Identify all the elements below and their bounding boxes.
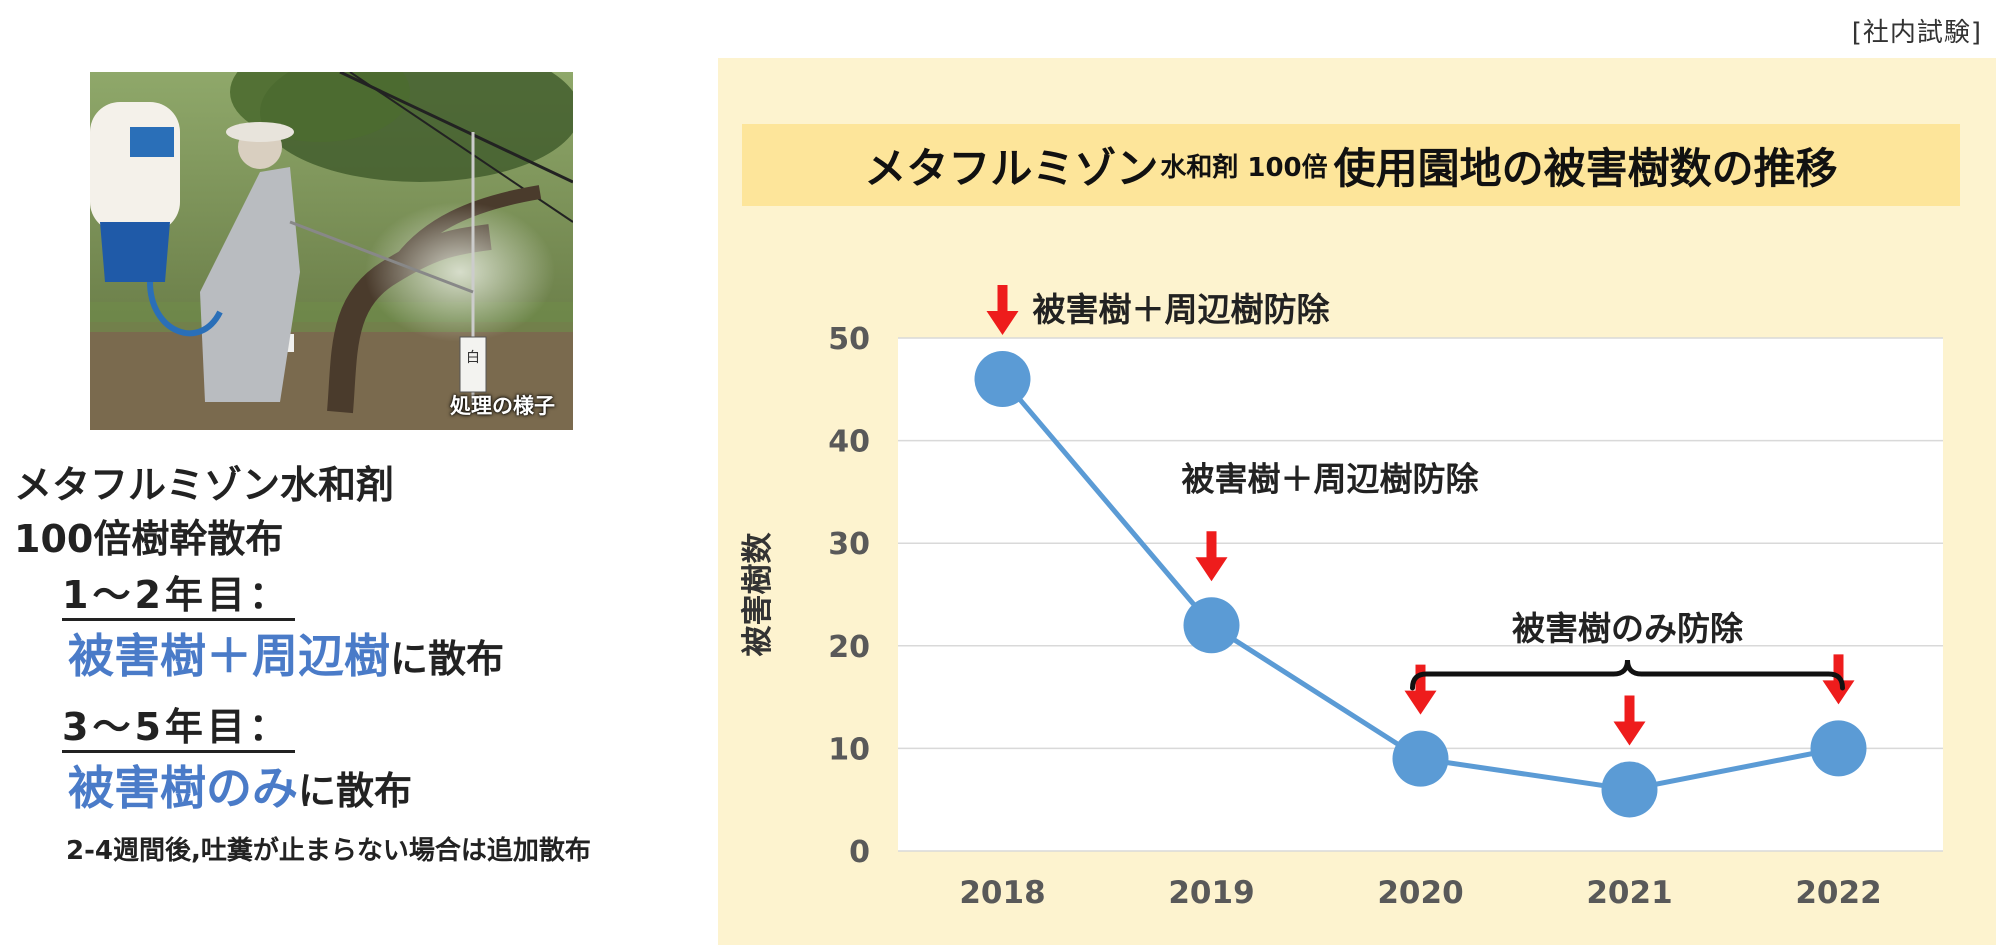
chart-panel: メタフルミゾン 水和剤 100倍 使用園地の被害樹数の推移 0 10 20 30 40 5… (718, 58, 1996, 945)
chart-title-main: メタフルミゾン (864, 143, 1159, 193)
x-tick-label: 2018 (959, 875, 1045, 911)
data-point-2019 (1183, 597, 1240, 654)
data-point-2018 (974, 351, 1031, 408)
treatment-arrow-2020 (1404, 664, 1437, 715)
y-tick-label: 0 (849, 835, 870, 870)
chart-title-rest: 使用園地の被害樹数の推移 (1333, 143, 1838, 193)
data-point-2021 (1601, 761, 1658, 818)
annotation-2018: 被害樹＋周辺樹防除 (1033, 290, 1331, 329)
corner-note: [社内試験] (1851, 18, 1982, 48)
phase-1-label: 1～2年目： (62, 572, 295, 621)
y-axis-label: 被害樹数 (740, 533, 776, 657)
phase-2-highlight: 被害樹のみ (68, 761, 298, 815)
data-point-2022 (1810, 720, 1867, 777)
brace-2020-2022 (1410, 659, 1845, 691)
x-tick-label: 2021 (1586, 875, 1672, 911)
stake-label: 白 (466, 350, 480, 366)
phase-2-label: 3～5年目： (62, 704, 295, 753)
y-tick-label: 30 (828, 527, 870, 562)
photo-caption: 処理の様子 (450, 394, 555, 418)
treatment-photo: 白 処理の様子 (90, 72, 573, 430)
treatment-arrow-2019 (1195, 531, 1228, 582)
phase-2-body: 被害樹のみに散布 (68, 752, 412, 818)
y-tick-label: 40 (828, 425, 870, 460)
orchard-spraying-illustration: 白 (90, 72, 573, 430)
y-tick-label: 20 (828, 630, 870, 665)
additional-spray-note: 2-4週間後,吐糞が止まらない場合は追加散布 (66, 836, 591, 866)
line-chart: 0 10 20 30 40 50 2018 2019 2020 2021 2022 被害樹数 被害樹＋周… (740, 285, 1943, 911)
method-title: メタフルミゾン水和剤 100倍樹幹散布 (14, 458, 394, 566)
phase-1-tail: に散布 (390, 637, 505, 681)
x-tick-label: 2019 (1168, 875, 1254, 911)
phase-2-tail: に散布 (298, 769, 413, 813)
chart-title-sub: 水和剤 100倍 (1160, 152, 1328, 183)
phase-1-highlight: 被害樹＋周辺樹 (68, 629, 390, 683)
phase-1-body: 被害樹＋周辺樹に散布 (68, 620, 504, 686)
method-line-2: 100倍樹幹散布 (14, 517, 284, 561)
data-point-2020 (1392, 730, 1449, 787)
chart-title-bar: メタフルミゾン 水和剤 100倍 使用園地の被害樹数の推移 (742, 124, 1960, 206)
treatment-arrow-2021 (1613, 695, 1646, 746)
x-tick-label: 2020 (1377, 875, 1463, 911)
y-tick-label: 10 (828, 732, 870, 767)
annotation-2019: 被害樹＋周辺樹防除 (1182, 459, 1480, 498)
annotation-2020-2022: 被害樹のみ防除 (1512, 609, 1744, 648)
x-tick-label: 2022 (1795, 875, 1881, 911)
method-line-1: メタフルミゾン水和剤 (14, 463, 395, 507)
treatment-arrow-2018 (986, 285, 1019, 336)
y-tick-label: 50 (828, 322, 870, 357)
